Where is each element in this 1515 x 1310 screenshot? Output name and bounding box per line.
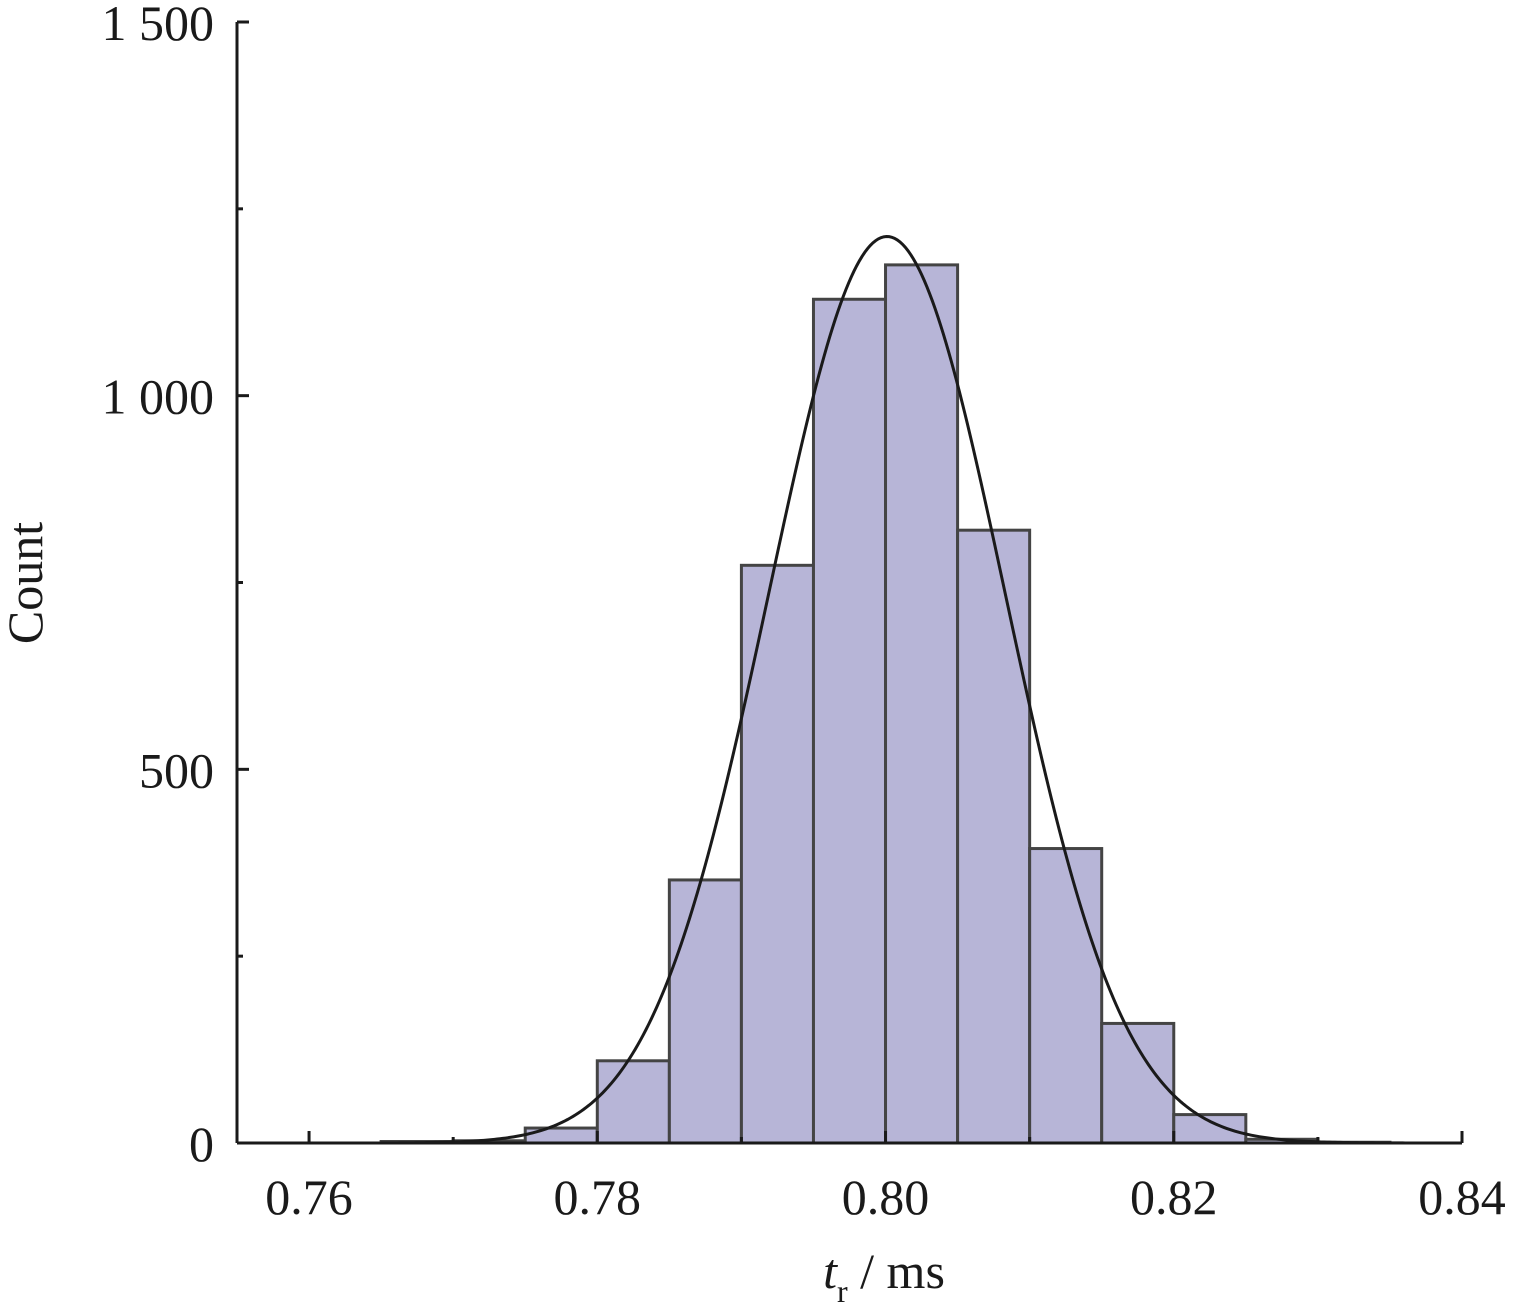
histogram-bar-8 bbox=[956, 528, 1032, 1145]
x-tick-label-2: 0.80 bbox=[842, 1169, 930, 1225]
x-tick-label-4: 0.84 bbox=[1418, 1169, 1506, 1225]
x-axis-label-var: t bbox=[823, 1243, 838, 1299]
histogram-bar-3 bbox=[595, 1059, 671, 1145]
x-tick-label-3: 0.82 bbox=[1130, 1169, 1218, 1225]
y-axis-label: Count bbox=[0, 522, 53, 644]
histogram-bar-4 bbox=[667, 878, 743, 1145]
ticks-layer bbox=[237, 20, 1464, 1145]
normal-fit-curve bbox=[381, 234, 1462, 1145]
histogram-bar-6 bbox=[811, 297, 888, 1145]
y-tick-label-3: 1 500 bbox=[102, 0, 215, 51]
x-tick-label-0: 0.76 bbox=[265, 1169, 353, 1225]
y-tick-label-1: 500 bbox=[139, 742, 214, 798]
histogram-bar-2 bbox=[523, 1126, 599, 1145]
x-axis-label-rest: / ms bbox=[848, 1243, 945, 1299]
histogram-bar-9 bbox=[1028, 847, 1104, 1145]
histogram-bar-7 bbox=[884, 263, 960, 1145]
histogram-bar-5 bbox=[739, 563, 815, 1145]
bars-layer bbox=[379, 263, 1392, 1145]
y-tick-label-0: 0 bbox=[189, 1116, 214, 1172]
x-axis-label: tr / ms bbox=[823, 1243, 945, 1309]
x-tick-label-1: 0.78 bbox=[554, 1169, 642, 1225]
y-tick-label-2: 1 000 bbox=[102, 369, 215, 425]
tick-labels-layer: 0.76 0.78 0.80 0.82 0.84 0 500 1 000 1 500 bbox=[102, 0, 1506, 1225]
histogram-bar-11 bbox=[1172, 1113, 1248, 1145]
x-axis-label-sub: r bbox=[837, 1273, 848, 1309]
